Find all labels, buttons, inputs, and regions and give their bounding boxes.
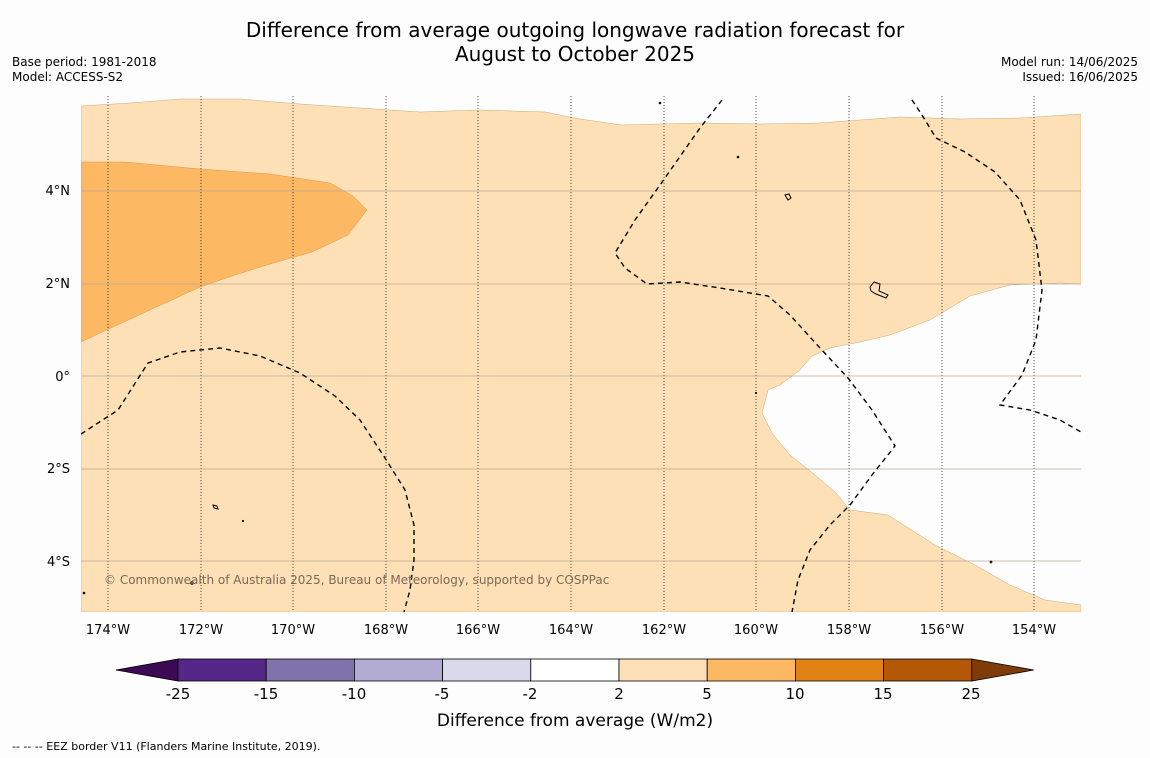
eez-legend-note: -- -- -- EEZ border V11 (Flanders Marine… xyxy=(12,740,321,753)
colorbar-tick: 5 xyxy=(702,685,712,703)
colorbar-title: Difference from average (W/m2) xyxy=(437,711,713,731)
colorbar-tick: -15 xyxy=(254,685,279,703)
lon-label: 162°W xyxy=(642,623,686,638)
island xyxy=(989,560,993,564)
island xyxy=(82,591,86,595)
lon-label: 160°W xyxy=(734,623,778,638)
lon-label: 174°W xyxy=(86,623,130,638)
issued-date: Issued: 16/06/2025 xyxy=(1022,70,1138,84)
colorbar-segment xyxy=(265,658,355,682)
colorbar-segment xyxy=(177,658,267,682)
title-line-1: Difference from average outgoing longwav… xyxy=(245,18,905,42)
latitude-labels: 4°N 2°N 0° 2°S 4°S xyxy=(46,184,71,570)
island xyxy=(754,391,758,395)
lon-label: 166°W xyxy=(456,623,500,638)
copyright-text: © Commonwealth of Australia 2025, Bureau… xyxy=(104,573,609,587)
meta-left: Base period: 1981-2018 Model: ACCESS-S2 xyxy=(12,55,157,85)
graticule xyxy=(107,96,1035,612)
colorbar-tick: -2 xyxy=(523,685,538,703)
colorbar-tick: -25 xyxy=(166,685,191,703)
lon-label: 164°W xyxy=(549,623,593,638)
title-line-2: August to October 2025 xyxy=(454,42,696,66)
colorbar-extension-low xyxy=(115,658,179,682)
colorbar-tick: 2 xyxy=(614,685,624,703)
island xyxy=(658,101,662,105)
island xyxy=(212,504,219,510)
colorbar-tick: 25 xyxy=(961,685,980,703)
colorbar-tick: -5 xyxy=(435,685,450,703)
meta-right: Model run: 14/06/2025 Issued: 16/06/2025 xyxy=(1001,55,1138,85)
latitude-lines xyxy=(81,190,1081,562)
map-title: Difference from average outgoing longwav… xyxy=(0,18,1150,66)
colorbar-segment xyxy=(883,658,973,682)
island xyxy=(784,193,792,201)
colorbar xyxy=(115,658,1034,682)
eez-borders xyxy=(81,99,1081,612)
lat-label: 0° xyxy=(55,370,70,385)
colorbar-tick: 15 xyxy=(873,685,892,703)
colorbar-tick: -10 xyxy=(342,685,367,703)
lat-label: 4°S xyxy=(47,555,70,570)
lon-label: 172°W xyxy=(179,623,223,638)
lon-label: 156°W xyxy=(920,623,964,638)
colorbar-extension-high xyxy=(971,658,1034,682)
map-plot-area: © Commonwealth of Australia 2025, Bureau… xyxy=(81,96,1081,612)
island xyxy=(241,519,245,523)
colorbar-segment xyxy=(706,658,796,682)
colorbar-segment xyxy=(530,658,620,682)
island xyxy=(736,155,740,159)
model-name: Model: ACCESS-S2 xyxy=(12,70,124,84)
colorbar-segment xyxy=(618,658,708,682)
colorbar-tick: 10 xyxy=(785,685,804,703)
lat-label: 4°N xyxy=(46,184,71,199)
lon-label: 170°W xyxy=(271,623,315,638)
lat-label: 2°S xyxy=(47,462,70,477)
lat-label: 2°N xyxy=(46,277,71,292)
lon-label: 168°W xyxy=(364,623,408,638)
colorbar-segment xyxy=(442,658,532,682)
lon-label: 154°W xyxy=(1012,623,1056,638)
lon-label: 158°W xyxy=(827,623,871,638)
island xyxy=(190,581,194,585)
base-period: Base period: 1981-2018 xyxy=(12,55,157,69)
colorbar-segment xyxy=(795,658,885,682)
islands xyxy=(82,101,993,595)
colorbar-segment xyxy=(353,658,443,682)
longitude-labels: 174°W 172°W 170°W 168°W 166°W 164°W 162°… xyxy=(86,623,1056,638)
island xyxy=(869,281,889,299)
colorbar-tick-labels: -25 -15 -10 -5 -2 2 5 10 15 25 xyxy=(166,685,981,703)
model-run: Model run: 14/06/2025 xyxy=(1000,55,1138,69)
anomaly-region-5-to-10 xyxy=(81,161,368,343)
